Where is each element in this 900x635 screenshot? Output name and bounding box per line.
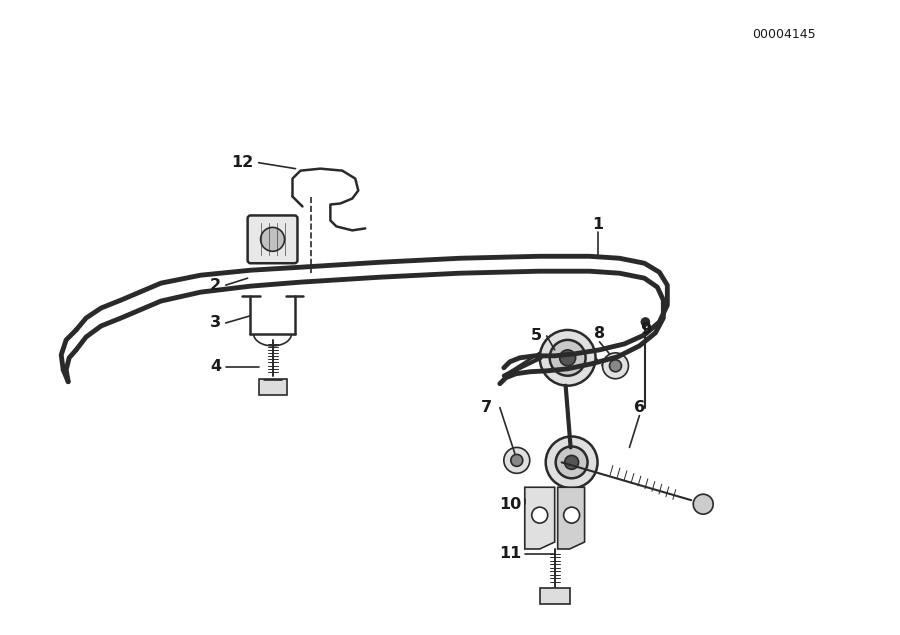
Circle shape [532, 507, 548, 523]
Circle shape [564, 455, 579, 469]
Circle shape [555, 446, 588, 478]
Text: 10: 10 [499, 497, 521, 512]
Text: 00004145: 00004145 [752, 28, 815, 41]
Text: 5: 5 [531, 328, 543, 344]
Text: 3: 3 [211, 316, 221, 330]
FancyBboxPatch shape [248, 215, 298, 264]
Text: 4: 4 [211, 359, 221, 374]
Circle shape [560, 350, 576, 366]
Text: 12: 12 [231, 155, 254, 170]
Text: 6: 6 [634, 400, 645, 415]
Text: 7: 7 [482, 400, 492, 415]
Circle shape [563, 507, 580, 523]
Circle shape [602, 353, 628, 378]
Circle shape [550, 340, 586, 376]
Circle shape [609, 360, 622, 371]
Circle shape [511, 455, 523, 466]
Circle shape [545, 436, 598, 488]
Text: 9: 9 [640, 323, 651, 337]
Polygon shape [525, 487, 554, 549]
Text: 2: 2 [211, 277, 221, 293]
FancyBboxPatch shape [540, 588, 570, 604]
Polygon shape [558, 487, 585, 549]
FancyBboxPatch shape [258, 378, 286, 395]
Circle shape [540, 330, 596, 385]
Circle shape [261, 227, 284, 251]
Text: 1: 1 [592, 217, 603, 232]
Circle shape [504, 448, 530, 473]
Circle shape [693, 494, 713, 514]
Circle shape [642, 318, 650, 326]
Text: 11: 11 [499, 547, 521, 561]
Text: 8: 8 [594, 326, 605, 342]
